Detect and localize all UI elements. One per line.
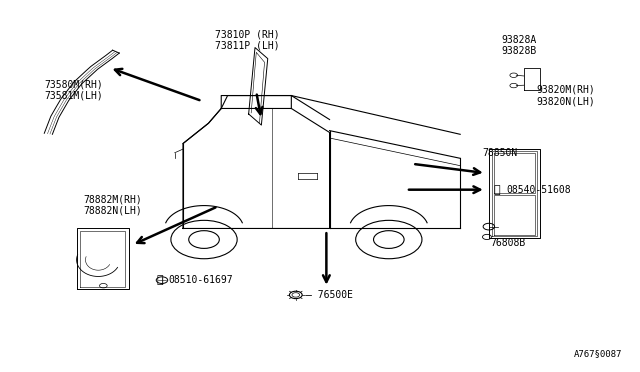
Text: 73580M(RH)
73581M(LH): 73580M(RH) 73581M(LH)	[45, 79, 104, 101]
Text: — 76500E: — 76500E	[306, 290, 353, 300]
Text: 78850N: 78850N	[483, 148, 518, 158]
Text: 93820M(RH)
93820N(LH): 93820M(RH) 93820N(LH)	[537, 85, 595, 106]
Text: A767§0087: A767§0087	[574, 349, 623, 358]
Text: 08540-51608: 08540-51608	[506, 185, 571, 195]
Text: Ⓢ: Ⓢ	[156, 275, 163, 285]
Text: 76808B: 76808B	[491, 238, 526, 248]
Text: 93828A
93828B: 93828A 93828B	[502, 35, 537, 57]
Text: 78882M(RH)
78882N(LH): 78882M(RH) 78882N(LH)	[83, 195, 141, 216]
Text: 08510-61697: 08510-61697	[168, 275, 233, 285]
Text: 73810P (RH)
73811P (LH): 73810P (RH) 73811P (LH)	[215, 29, 280, 51]
Text: Ⓢ: Ⓢ	[494, 185, 500, 195]
